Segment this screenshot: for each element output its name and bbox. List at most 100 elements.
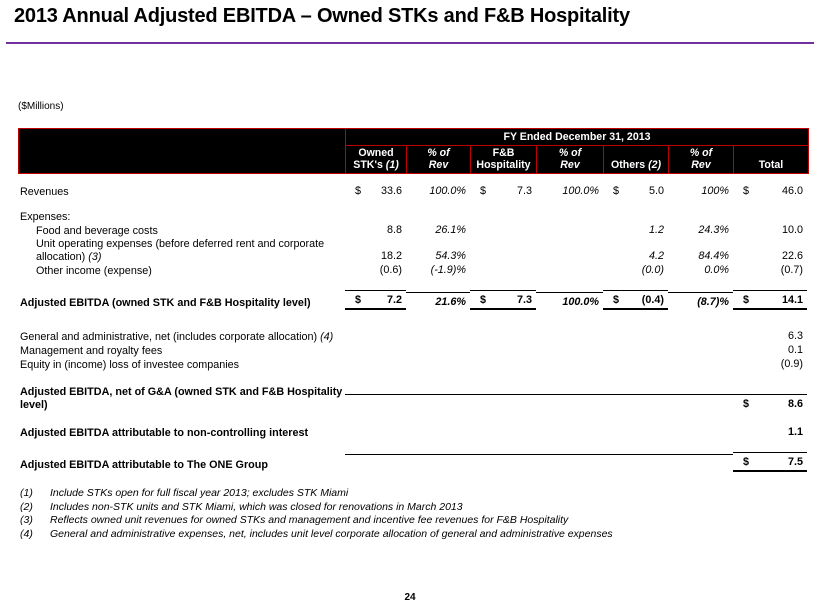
footnote-text: Reflects owned unit revenues for owned S… bbox=[50, 514, 569, 526]
column-header: Others (2) bbox=[604, 146, 669, 173]
value-cell bbox=[603, 371, 668, 372]
value-cell bbox=[345, 357, 406, 358]
table-row: Food and beverage costs 8.8 26.1% 1.2 24.3% 1… bbox=[18, 224, 809, 238]
value-cell: (0.9) bbox=[780, 358, 803, 370]
value-cell bbox=[603, 394, 668, 412]
row-label: Unit operating expenses (before deferred… bbox=[36, 238, 325, 263]
value-cell: 8.8 bbox=[386, 224, 402, 236]
value-cell bbox=[470, 454, 536, 472]
value-cell bbox=[603, 454, 668, 472]
value-cell bbox=[345, 394, 406, 412]
value-cell bbox=[536, 439, 603, 440]
row-label: Revenues bbox=[20, 186, 69, 198]
value-cell bbox=[603, 439, 668, 440]
value-cell: 4.2 bbox=[648, 250, 664, 262]
row-label: Expenses: bbox=[20, 211, 71, 223]
row-label: Management and royalty fees bbox=[20, 345, 163, 357]
value-cell: 100.0% bbox=[536, 292, 603, 310]
table-row: Management and royalty fees 0.1 bbox=[18, 344, 809, 358]
value-cell: 84.4% bbox=[698, 250, 729, 262]
value-cell: $14.1 bbox=[733, 290, 807, 310]
footnotes: (1) Include STKs open for full fiscal yea… bbox=[20, 487, 613, 541]
value-cell: 0.0% bbox=[704, 264, 729, 276]
footnote-marker: (3) bbox=[20, 514, 33, 526]
value-cell bbox=[536, 277, 603, 278]
value-cell: $5.0 bbox=[613, 185, 664, 197]
table-header: FY Ended December 31, 2013 Owned STK's (1… bbox=[18, 128, 809, 174]
row-label: Food and beverage costs bbox=[36, 225, 158, 237]
header-corner-cell bbox=[19, 129, 346, 173]
value-cell bbox=[345, 439, 406, 440]
value-cell bbox=[470, 394, 536, 412]
footnote-marker: (2) bbox=[20, 500, 33, 513]
table-row: Adjusted EBITDA attributable to non-cont… bbox=[18, 426, 809, 440]
value-cell: 0.1 bbox=[787, 344, 803, 356]
value-cell: (0.7) bbox=[780, 264, 803, 276]
table-row: Adjusted EBITDA (owned STK and F&B Hospi… bbox=[18, 290, 809, 310]
row-label: Adjusted EBITDA (owned STK and F&B Hospi… bbox=[20, 297, 311, 309]
value-cell bbox=[536, 371, 603, 372]
table-row: Adjusted EBITDA attributable to The ONE … bbox=[18, 452, 809, 472]
table-row: Expenses: bbox=[18, 210, 809, 224]
value-cell: 100.0% bbox=[429, 185, 466, 197]
table-row: Equity in (income) loss of investee comp… bbox=[18, 358, 809, 372]
units-label: ($Millions) bbox=[18, 101, 64, 112]
value-cell: $33.6 bbox=[355, 185, 402, 197]
column-header: % of Rev bbox=[537, 146, 604, 173]
value-cell bbox=[603, 357, 668, 358]
row-label: Other income (expense) bbox=[36, 265, 152, 277]
value-cell bbox=[470, 439, 536, 440]
value-cell bbox=[536, 454, 603, 472]
value-cell bbox=[668, 371, 733, 372]
value-cell: 100.0% bbox=[562, 185, 599, 197]
value-cell: $7.3 bbox=[470, 290, 536, 310]
footnote-text: Includes non-STK units and STK Miami, wh… bbox=[50, 500, 463, 513]
value-cell: 18.2 bbox=[380, 250, 402, 262]
table-row: Other income (expense) (0.6) (-1.9)% (0.0) 0… bbox=[18, 264, 809, 278]
footnote-marker: (1) bbox=[20, 487, 33, 499]
title-divider bbox=[6, 42, 814, 44]
footnote: (1) Include STKs open for full fiscal yea… bbox=[20, 487, 613, 501]
column-header: F&B Hospitality bbox=[471, 146, 537, 173]
value-cell bbox=[345, 343, 406, 344]
row-label: Adjusted EBITDA, net of G&A (owned STK a… bbox=[20, 386, 343, 411]
footnote: (3) Reflects owned unit revenues for owne… bbox=[20, 514, 613, 528]
value-cell bbox=[536, 394, 603, 412]
value-cell bbox=[668, 439, 733, 440]
value-cell: (-1.9)% bbox=[430, 264, 466, 276]
value-cell: 6.3 bbox=[787, 330, 803, 342]
value-cell bbox=[536, 357, 603, 358]
value-cell: $46.0 bbox=[743, 185, 803, 197]
value-cell bbox=[603, 343, 668, 344]
table-row: Unit operating expenses (before deferred… bbox=[18, 238, 809, 264]
value-cell bbox=[345, 371, 406, 372]
value-cell: 26.1% bbox=[435, 224, 466, 236]
value-cell: 54.3% bbox=[435, 250, 466, 262]
value-cell bbox=[470, 237, 536, 238]
value-cell bbox=[470, 357, 536, 358]
value-cell bbox=[536, 237, 603, 238]
page-title: 2013 Annual Adjusted EBITDA – Owned STKs… bbox=[14, 5, 630, 27]
value-cell bbox=[470, 343, 536, 344]
row-label: Equity in (income) loss of investee comp… bbox=[20, 359, 240, 371]
column-header: % of Rev bbox=[407, 146, 471, 173]
footnote-text: General and administrative expenses, net… bbox=[50, 527, 613, 540]
value-cell: $ (0.4) bbox=[603, 290, 668, 310]
value-cell bbox=[406, 454, 470, 472]
value-cell: 24.3% bbox=[698, 224, 729, 236]
value-cell bbox=[470, 277, 536, 278]
value-cell bbox=[406, 371, 470, 372]
value-cell bbox=[406, 343, 470, 344]
value-cell bbox=[668, 343, 733, 344]
table-body: Revenues $33.6 100.0% $7.3 100.0% $5.0 100% $46… bbox=[18, 174, 809, 472]
value-cell bbox=[536, 223, 603, 224]
value-cell bbox=[470, 263, 536, 264]
value-cell: $7.3 bbox=[480, 185, 532, 197]
value-cell: 1.2 bbox=[648, 224, 664, 236]
value-cell bbox=[406, 394, 470, 412]
ebitda-table: FY Ended December 31, 2013 Owned STK's (1… bbox=[18, 128, 809, 472]
footnote-marker: (4) bbox=[20, 527, 33, 540]
value-cell: 10.0 bbox=[781, 224, 803, 236]
value-cell bbox=[406, 439, 470, 440]
